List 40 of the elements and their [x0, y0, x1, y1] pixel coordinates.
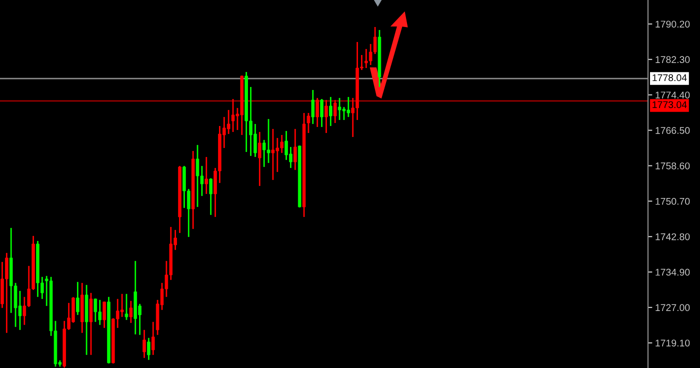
candlestick: [226, 109, 230, 135]
candlestick: [102, 300, 106, 329]
y-tick-label: 1782.30: [656, 56, 690, 64]
y-tick-label: 1774.40: [656, 92, 690, 98]
candlestick: [333, 99, 337, 124]
candlestick: [258, 131, 262, 187]
candlestick: [76, 281, 80, 316]
candlestick: [147, 337, 150, 361]
y-tick-label: 1734.90: [656, 268, 690, 276]
candlestick: [124, 293, 128, 321]
y-tick-label: 1719.10: [656, 340, 690, 346]
candlestick: [294, 128, 297, 171]
candlestick: [266, 118, 270, 164]
candlestick: [94, 298, 98, 323]
candlestick: [89, 292, 93, 356]
candlestick: [120, 293, 124, 318]
candlestick: [142, 329, 146, 359]
candlestick: [129, 300, 133, 324]
candlestick: [306, 112, 310, 134]
candlestick: [316, 97, 319, 128]
candlestick: [271, 128, 275, 181]
ref-line-label: 1773.04: [652, 101, 687, 108]
y-tick-label: 1750.70: [656, 198, 690, 205]
candlestick: [196, 144, 200, 208]
candlestick: [231, 98, 235, 133]
ref-line-label: 1778.04: [652, 74, 687, 82]
candlestick: [209, 178, 212, 216]
candlestick: [311, 89, 315, 125]
candlestick: [338, 97, 342, 121]
candlestick: [320, 98, 324, 128]
y-tick-label: 1790.20: [656, 20, 690, 28]
candlestick: [329, 96, 332, 127]
candlestick: [342, 106, 346, 121]
y-tick-label: 1727.00: [656, 304, 690, 312]
candlestick: [204, 156, 208, 195]
y-tick-label: 1742.80: [656, 233, 690, 240]
y-tick-label: 1766.50: [656, 127, 690, 134]
candlestick: [324, 99, 328, 134]
y-tick-label: 1758.60: [656, 162, 690, 170]
candlestick: [151, 321, 155, 356]
